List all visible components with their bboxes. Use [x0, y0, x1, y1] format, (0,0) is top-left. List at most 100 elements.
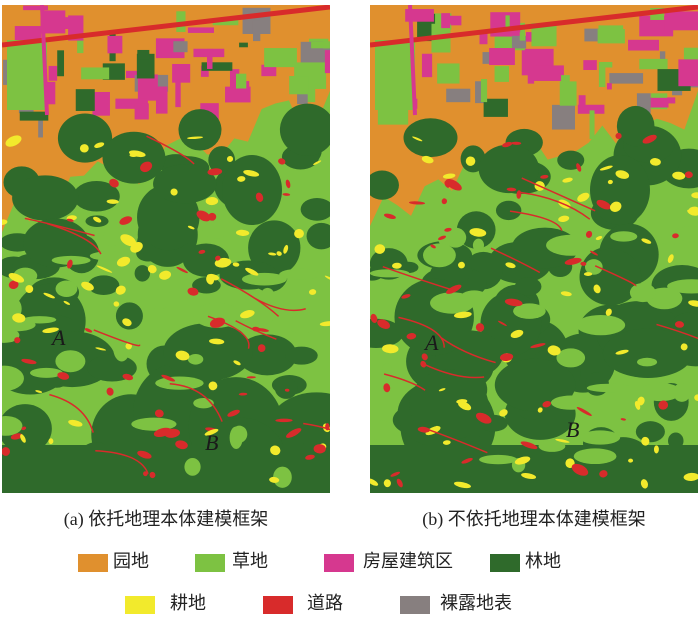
map-patch [382, 344, 399, 354]
map-patch [649, 158, 661, 166]
map-patch [206, 48, 213, 69]
map-patch [596, 199, 611, 210]
map-patch [134, 103, 149, 120]
map-road [220, 278, 280, 317]
map-patch [215, 255, 221, 261]
map-patch [122, 373, 134, 381]
map-patch [417, 426, 430, 433]
map-patch [153, 427, 172, 438]
map-road [490, 247, 541, 274]
map-patch [639, 58, 668, 70]
map-patch [598, 25, 624, 42]
map-road [509, 210, 563, 231]
map-patch [209, 317, 226, 328]
map-patch [615, 132, 622, 140]
map-patch [282, 193, 291, 196]
map-patch [284, 388, 290, 392]
map-patch [21, 358, 37, 365]
map-patch [212, 20, 239, 26]
map-patch [2, 318, 36, 332]
map-patch [635, 421, 665, 443]
map-patch [472, 238, 485, 252]
map-patch [423, 243, 456, 268]
map-patch [430, 244, 436, 249]
map-patch [313, 160, 322, 165]
legend-label: 林地 [525, 551, 561, 571]
map-patch [584, 259, 603, 275]
map-patch [196, 210, 211, 222]
map-patch [616, 105, 655, 147]
map-patch [173, 41, 188, 53]
map-patch [628, 458, 634, 463]
map-patch [227, 409, 240, 417]
map-patch [273, 466, 292, 488]
map-patch [239, 42, 248, 48]
map-patch [640, 479, 649, 489]
map-patch [494, 66, 509, 82]
map-patch [579, 430, 621, 445]
map-patch [147, 265, 157, 274]
map-road [440, 336, 496, 364]
legend-label: 园地 [113, 551, 149, 571]
map-patch [465, 156, 476, 166]
map-patch [461, 458, 473, 464]
map-patch [560, 291, 572, 297]
map-patch [235, 229, 250, 236]
map-patch [77, 30, 84, 54]
map-patch [113, 301, 120, 307]
map-patch [294, 229, 304, 239]
map-patch [444, 180, 450, 188]
map-patch [279, 268, 320, 280]
legend-label: 裸露地表 [440, 593, 512, 613]
map-patch [55, 280, 78, 297]
map-road [235, 320, 277, 340]
map-patch [514, 456, 531, 465]
map-patch [674, 321, 685, 328]
map-patch [245, 267, 259, 276]
map-patch [323, 41, 330, 49]
map-patch [274, 377, 298, 399]
map-patch [238, 392, 248, 396]
map-patch [116, 256, 131, 267]
map-patch [606, 83, 612, 90]
map-patch [370, 318, 404, 348]
map-patch [175, 350, 190, 361]
map-patch [120, 234, 137, 247]
map-patch [229, 69, 240, 99]
caption: (a) 依托地理本体建模框架 [64, 509, 268, 530]
map-road [303, 422, 330, 431]
map-patch [93, 216, 102, 223]
map-patch [237, 334, 297, 376]
map-patch [96, 265, 113, 273]
map-patch [129, 153, 138, 158]
map-patch [456, 399, 468, 404]
map-patch [687, 209, 696, 216]
map-patch [595, 236, 603, 241]
map-patch [137, 49, 150, 60]
map-patch [691, 192, 698, 199]
legend-label: 道路 [307, 593, 343, 613]
map-patch [377, 319, 391, 329]
map-patch [479, 454, 518, 465]
map-patch [444, 227, 452, 232]
map-patch [540, 174, 549, 179]
map-patch [278, 158, 286, 165]
map-patch [109, 178, 119, 188]
map-patch [672, 233, 679, 239]
map-patch [66, 259, 73, 269]
map-patch [84, 328, 93, 333]
map-patch [446, 284, 462, 294]
legend-swatch [125, 596, 155, 614]
map-patch [255, 192, 264, 202]
map-patch [479, 30, 488, 45]
map-patch [42, 327, 59, 333]
map-patch [678, 59, 698, 87]
map-patch [505, 15, 510, 31]
map-patch [530, 343, 546, 348]
map-patch [475, 81, 486, 104]
map-patch [289, 76, 309, 95]
map-road [423, 363, 485, 379]
map-patch [659, 51, 666, 66]
